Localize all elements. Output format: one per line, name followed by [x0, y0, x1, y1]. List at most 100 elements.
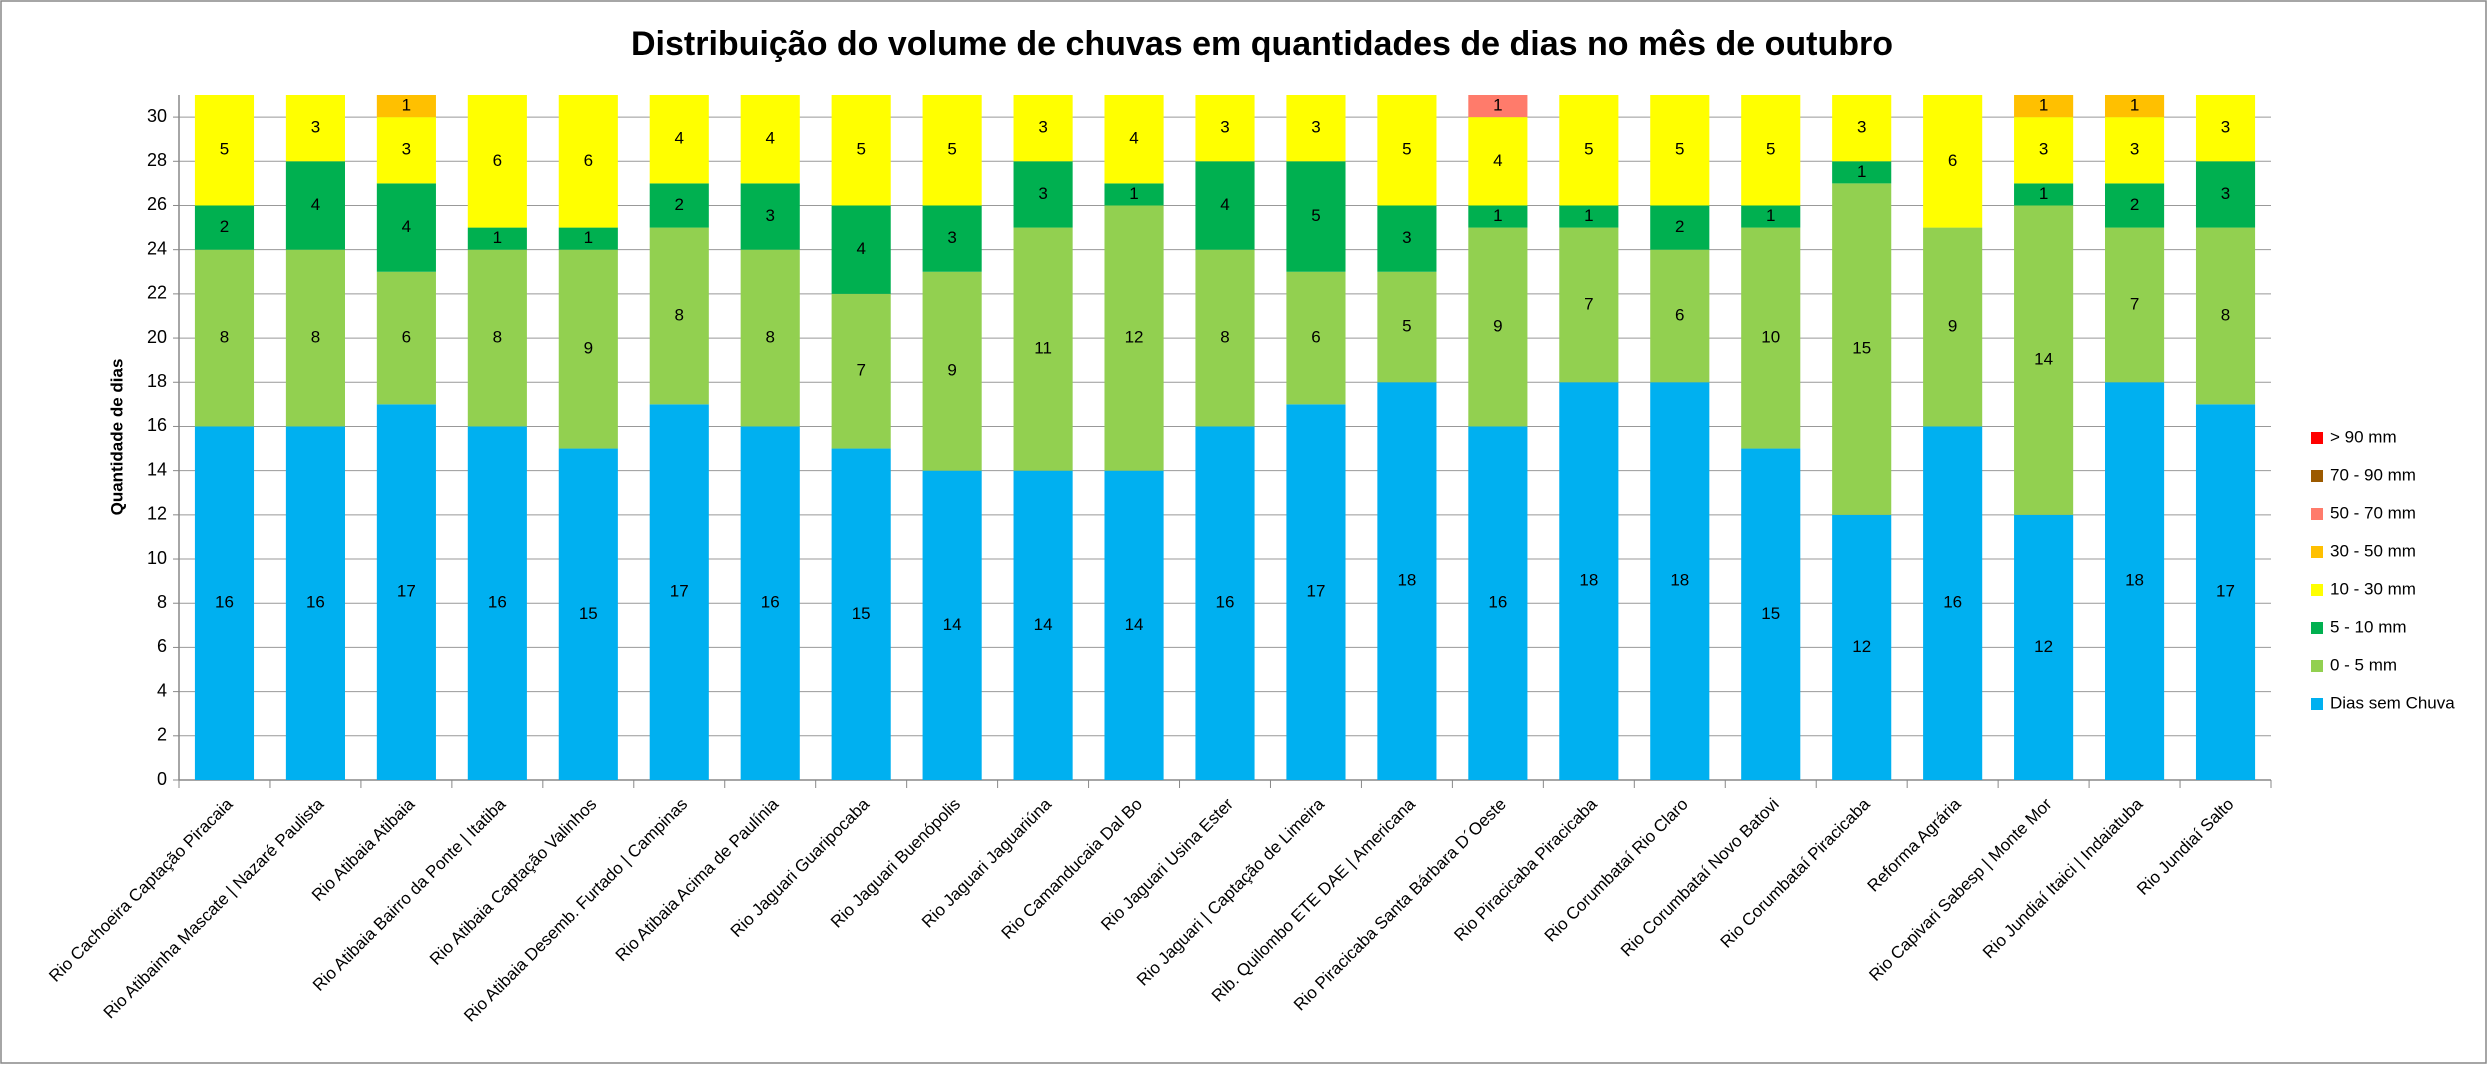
data-label: 5 [1766, 140, 1775, 159]
data-label: 8 [675, 305, 684, 324]
bar-segment [1104, 95, 1164, 184]
data-label: 8 [220, 328, 229, 347]
bar-segment [558, 227, 618, 250]
bar-segment [831, 95, 891, 206]
bar-segment [2014, 117, 2074, 184]
data-label: 2 [675, 195, 684, 214]
bar-segment [2014, 95, 2074, 118]
data-label: 18 [1670, 571, 1689, 590]
bar-segment [1832, 95, 1892, 162]
bar-segment [649, 227, 709, 405]
data-label: 1 [1493, 206, 1502, 225]
data-label: 3 [402, 140, 411, 159]
bar-segment [1468, 95, 1528, 118]
legend-swatch [2311, 698, 2323, 710]
data-label: 3 [2130, 140, 2139, 159]
data-label: 9 [1948, 317, 1957, 336]
bar-segment [467, 227, 527, 250]
data-label: 2 [2130, 195, 2139, 214]
bar-segment [1559, 227, 1619, 383]
bar-segment [1741, 448, 1801, 780]
bar-segment [1013, 470, 1073, 780]
data-label: 14 [943, 615, 962, 634]
y-tick-label: 18 [147, 371, 167, 391]
data-label: 4 [402, 217, 411, 236]
data-label: 9 [947, 361, 956, 380]
data-label: 14 [2034, 350, 2053, 369]
data-label: 4 [1129, 129, 1138, 148]
bar-segment [2105, 382, 2165, 780]
data-label: 4 [1220, 195, 1229, 214]
bar-segment [376, 95, 436, 118]
data-label: 3 [1857, 118, 1866, 137]
bar-segment [1923, 227, 1983, 427]
data-label: 2 [1675, 217, 1684, 236]
data-label: 4 [1493, 151, 1502, 170]
data-label: 7 [856, 361, 865, 380]
data-label: 5 [1311, 206, 1320, 225]
bar-segment [2014, 183, 2074, 206]
legend-swatch [2311, 508, 2323, 520]
bar-segment [194, 95, 255, 206]
bar-segment [1195, 161, 1255, 250]
bar-segment [649, 183, 709, 228]
bar-segment [1559, 205, 1619, 228]
data-label: 2 [220, 217, 229, 236]
data-label: 8 [765, 328, 774, 347]
data-label: 12 [1852, 637, 1871, 656]
y-axis-label: Quantidade de dias [107, 359, 126, 516]
data-label: 15 [852, 604, 871, 623]
data-label: 5 [1402, 140, 1411, 159]
bar-segment [194, 426, 255, 780]
data-label: 1 [1129, 184, 1138, 203]
legend-label: 70 - 90 mm [2330, 465, 2416, 484]
data-label: 5 [220, 140, 229, 159]
bar-segment [1559, 95, 1619, 206]
data-label: 7 [1584, 294, 1593, 313]
bar-segment [1741, 227, 1801, 449]
data-label: 14 [1034, 615, 1053, 634]
legend-label: 50 - 70 mm [2330, 503, 2416, 522]
bar-segment [2195, 95, 2256, 162]
data-label: 3 [765, 206, 774, 225]
data-label: 1 [584, 228, 593, 247]
data-label: 1 [2039, 184, 2048, 203]
bar-segment [1377, 271, 1437, 383]
data-label: 16 [306, 593, 325, 612]
legend-swatch [2311, 660, 2323, 672]
bar-segment [1104, 205, 1164, 471]
data-label: 6 [402, 328, 411, 347]
y-tick-label: 4 [157, 680, 167, 700]
data-label: 8 [1220, 328, 1229, 347]
y-tick-label: 14 [147, 459, 167, 479]
data-label: 8 [2221, 305, 2230, 324]
y-tick-label: 10 [147, 548, 167, 568]
bar-segment [1832, 183, 1892, 515]
legend-swatch [2311, 470, 2323, 482]
data-label: 1 [1766, 206, 1775, 225]
bar-segment [649, 404, 709, 780]
data-label: 12 [2034, 637, 2053, 656]
data-label: 3 [947, 228, 956, 247]
data-label: 3 [2221, 184, 2230, 203]
y-tick-label: 2 [157, 725, 167, 745]
data-label: 3 [1220, 118, 1229, 137]
data-label: 11 [1034, 339, 1052, 358]
bar-segment [1104, 183, 1164, 206]
data-label: 6 [584, 151, 593, 170]
bar-segment [376, 117, 436, 184]
bar-segment [1468, 205, 1528, 228]
data-label: 3 [1038, 184, 1047, 203]
bar-segment [1013, 95, 1073, 162]
legend-label: Dias sem Chuva [2330, 693, 2455, 712]
bar-segment [376, 404, 436, 780]
bar-segment [2195, 227, 2256, 405]
data-label: 4 [311, 195, 320, 214]
bar-segment [740, 426, 800, 780]
bar-segment [1741, 95, 1801, 206]
bar-segment [649, 95, 709, 184]
data-label: 10 [1761, 328, 1780, 347]
bar-segment [194, 249, 255, 427]
legend-label: 10 - 30 mm [2330, 579, 2416, 598]
